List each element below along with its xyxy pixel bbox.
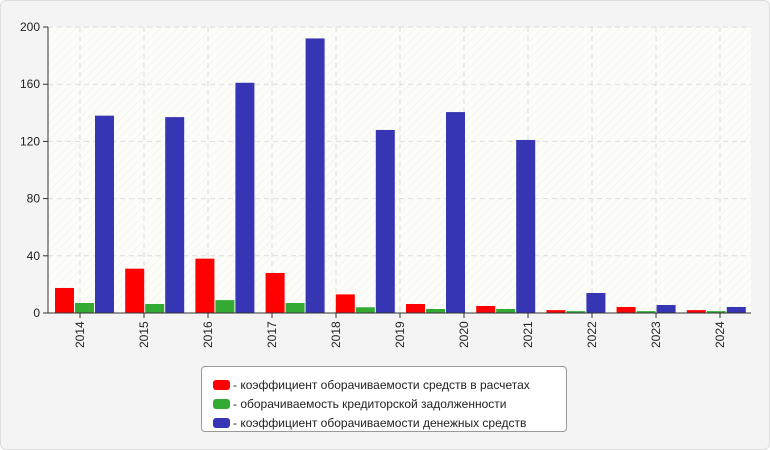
bar-blue — [726, 306, 746, 313]
y-tick-label: 120 — [20, 134, 40, 148]
bar-green — [75, 302, 94, 313]
bar-red — [476, 305, 496, 313]
bar-green — [636, 311, 656, 313]
x-tick-label: 2020 — [457, 321, 471, 348]
bar-red — [616, 306, 636, 313]
bar-blue — [446, 112, 465, 314]
bar-blue — [375, 129, 395, 313]
bar-green — [285, 302, 305, 313]
bar-blue — [656, 304, 676, 313]
legend-label: - оборачиваемость кредиторской задолженн… — [233, 396, 507, 411]
bar-blue — [586, 292, 606, 313]
bar-blue — [305, 38, 325, 313]
legend-item-receivables-turnover: - коэффициент оборачиваемости средств в … — [213, 375, 566, 394]
bar-red — [55, 287, 74, 313]
x-tick-label: 2015 — [137, 321, 151, 348]
bar-blue — [165, 117, 185, 313]
bar-red — [125, 268, 145, 313]
x-tick-label: 2022 — [585, 321, 599, 348]
legend-swatch-red — [213, 379, 230, 390]
y-tick-label: 80 — [27, 192, 41, 206]
bar-green — [426, 308, 445, 313]
y-tick-label: 160 — [20, 77, 40, 91]
bar-green — [706, 311, 726, 313]
bar-green — [355, 307, 375, 313]
legend-swatch-green — [213, 398, 230, 409]
bar-chart: 0 40 80 120 160 200 2014 2015 2016 2017 2018 2019 20… — [20, 20, 751, 348]
bar-red — [686, 310, 706, 313]
bar-blue — [516, 139, 536, 313]
x-tick-label: 2019 — [393, 321, 407, 348]
bar-green — [566, 311, 586, 313]
bar-red — [195, 258, 215, 313]
y-tick-label: 40 — [27, 249, 41, 263]
x-tick-label: 2021 — [521, 321, 535, 348]
bar-red — [546, 310, 566, 313]
legend-label: - коэффициент оборачиваемости средств в … — [233, 377, 530, 392]
legend-swatch-blue — [213, 417, 230, 428]
bar-green — [215, 300, 235, 313]
legend-label: - коэффициент оборачиваемости денежных с… — [233, 415, 527, 430]
x-tick-label: 2018 — [329, 321, 343, 348]
y-tick-label: 0 — [33, 306, 40, 320]
x-tick-label: 2016 — [201, 321, 215, 348]
legend-item-cash-turnover: - коэффициент оборачиваемости денежных с… — [213, 413, 566, 432]
legend: - коэффициент оборачиваемости средств в … — [201, 366, 567, 432]
legend-item-payables-turnover: - оборачиваемость кредиторской задолженн… — [213, 394, 566, 413]
bar-red — [406, 303, 425, 313]
x-tick-label: 2014 — [73, 321, 87, 348]
x-tick-label: 2024 — [713, 321, 727, 348]
bar-red — [335, 294, 355, 313]
x-tick-label: 2017 — [265, 321, 279, 348]
bar-green — [145, 303, 165, 313]
bar-blue — [235, 82, 255, 314]
bar-blue — [95, 115, 114, 313]
y-tick-label: 200 — [20, 20, 40, 34]
bar-green — [496, 308, 516, 313]
bar-red — [265, 272, 285, 313]
x-tick-label: 2023 — [649, 321, 663, 348]
